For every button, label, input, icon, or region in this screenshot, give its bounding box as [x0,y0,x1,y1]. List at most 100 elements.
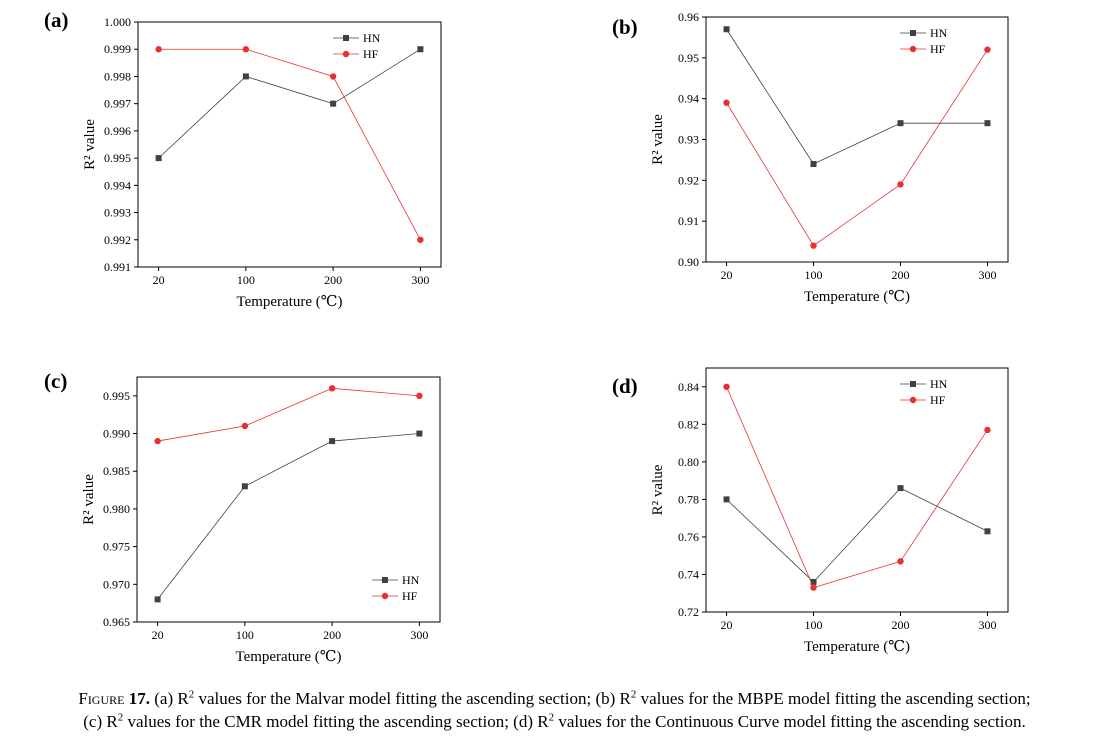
x-axis-label: Temperature (℃) [804,639,910,655]
y-axis-label: R² value [81,474,97,525]
panel-label: (b) [612,15,638,39]
data-point-hn [810,578,817,585]
y-tick-label: 0.970 [103,577,130,591]
x-tick-label: 200 [323,628,341,642]
legend-label-hf: HF [930,393,946,407]
y-tick-label: 0.74 [678,567,699,581]
data-point-hf [241,422,249,430]
figure-caption: Figure 17. (a) R2 values for the Malvar … [0,687,1109,733]
data-point-hn [723,496,730,503]
data-point-hf [897,558,904,565]
plot-frame [136,376,441,623]
y-tick-label: 0.995 [104,151,131,165]
legend-label-hn: HN [930,26,948,40]
panel-label: (d) [612,374,638,398]
caption-superscript: 2 [188,688,195,701]
y-tick-label: 0.991 [104,260,131,274]
data-point-hf [328,385,336,392]
x-tick-label: 300 [978,618,996,632]
legend-marker-hn [910,30,916,36]
y-axis-label: R² value [650,464,666,515]
y-axis-label: R² value [82,119,98,170]
data-point-hf [723,99,730,106]
x-tick-label: 200 [891,268,909,282]
legend-label-hn: HN [930,377,948,391]
y-tick-label: 0.990 [103,427,130,441]
legend-marker-hf [909,396,917,404]
x-tick-label: 300 [410,628,428,642]
caption-text: (c) R [83,712,118,731]
y-tick-label: 0.96 [678,10,699,24]
legend: HN HF [372,573,420,603]
plot-frame [705,16,1009,263]
y-tick-label: 0.84 [678,380,699,394]
data-point-hf [984,426,991,434]
data-point-hn [154,596,161,603]
data-point-hn [242,73,249,80]
data-point-hn [329,438,336,445]
y-tick-label: 0.80 [678,455,699,469]
legend-label-hn: HN [402,573,420,587]
x-tick-label: 20 [721,268,733,282]
data-point-hf [154,437,161,445]
y-tick-label: 1.000 [104,15,131,29]
legend-label-hn: HN [363,31,381,45]
data-point-hn [984,120,991,127]
x-tick-label: 100 [236,628,254,642]
caption-superscript: 2 [117,711,124,724]
y-tick-label: 0.996 [104,124,131,138]
series-line-hf [157,387,420,442]
data-point-hf [155,46,162,53]
caption-text: values for the MBPE model fitting the as… [636,689,1031,708]
y-axis-label: R² value [650,114,666,165]
legend: HN HF [900,377,948,407]
y-tick-label: 0.72 [678,605,699,619]
panel-label: (a) [44,8,69,32]
x-tick-label: 300 [411,273,429,287]
y-tick-label: 0.999 [104,42,131,56]
y-tick-label: 0.78 [678,492,699,506]
data-point-hf [897,181,904,188]
data-point-hn [330,100,337,107]
series-line-hf [726,386,988,589]
x-tick-label: 20 [153,273,165,287]
y-tick-label: 0.992 [104,233,131,247]
caption-figure-number: 17. [128,689,150,708]
y-tick-label: 0.93 [678,133,699,147]
data-point-hn [723,26,730,33]
panel-label: (c) [44,369,67,393]
x-axis-label: Temperature (℃) [236,294,342,310]
series-line-hn [158,48,421,159]
y-tick-label: 0.94 [678,92,699,106]
legend-label-hf: HF [930,42,946,56]
series-line-hn [157,433,420,600]
y-tick-label: 0.998 [104,69,131,83]
data-point-hn [897,485,904,492]
data-point-hf [723,383,730,390]
x-axis-label: Temperature (℃) [804,289,910,305]
data-point-hf [810,584,817,591]
chart-panel: (c) 0.965 0.970 0.975 0.980 0.985 0.990 0.995 20… [44,369,441,665]
caption-text: values for the CMR model fitting the asc… [123,712,549,731]
chart-panel: (b) 0.90 0.91 0.92 0.93 0.94 0.95 0.96 20 100 200 3… [612,10,1009,305]
data-point-hn [810,161,817,167]
caption-text: values for the Malvar model fitting the … [194,689,631,708]
data-point-hn [984,528,991,535]
caption-text: (a) R [154,689,189,708]
y-tick-label: 0.82 [678,417,699,431]
data-point-hf [242,46,250,53]
legend-marker-hf [909,45,917,53]
data-point-hn [417,46,424,53]
x-tick-label: 100 [805,618,823,632]
legend-marker-hf [342,50,350,58]
data-point-hf [329,73,337,80]
x-axis-label: Temperature (℃) [235,649,341,665]
series-line-hn [726,487,988,583]
legend-marker-hn [382,577,388,583]
data-point-hf [984,46,991,53]
legend-label-hf: HF [363,47,379,61]
y-tick-label: 0.994 [104,178,131,192]
y-tick-label: 0.90 [678,255,699,269]
caption-line-2: (c) R2 values for the CMR model fitting … [0,710,1109,733]
plot-frame [705,367,1009,613]
